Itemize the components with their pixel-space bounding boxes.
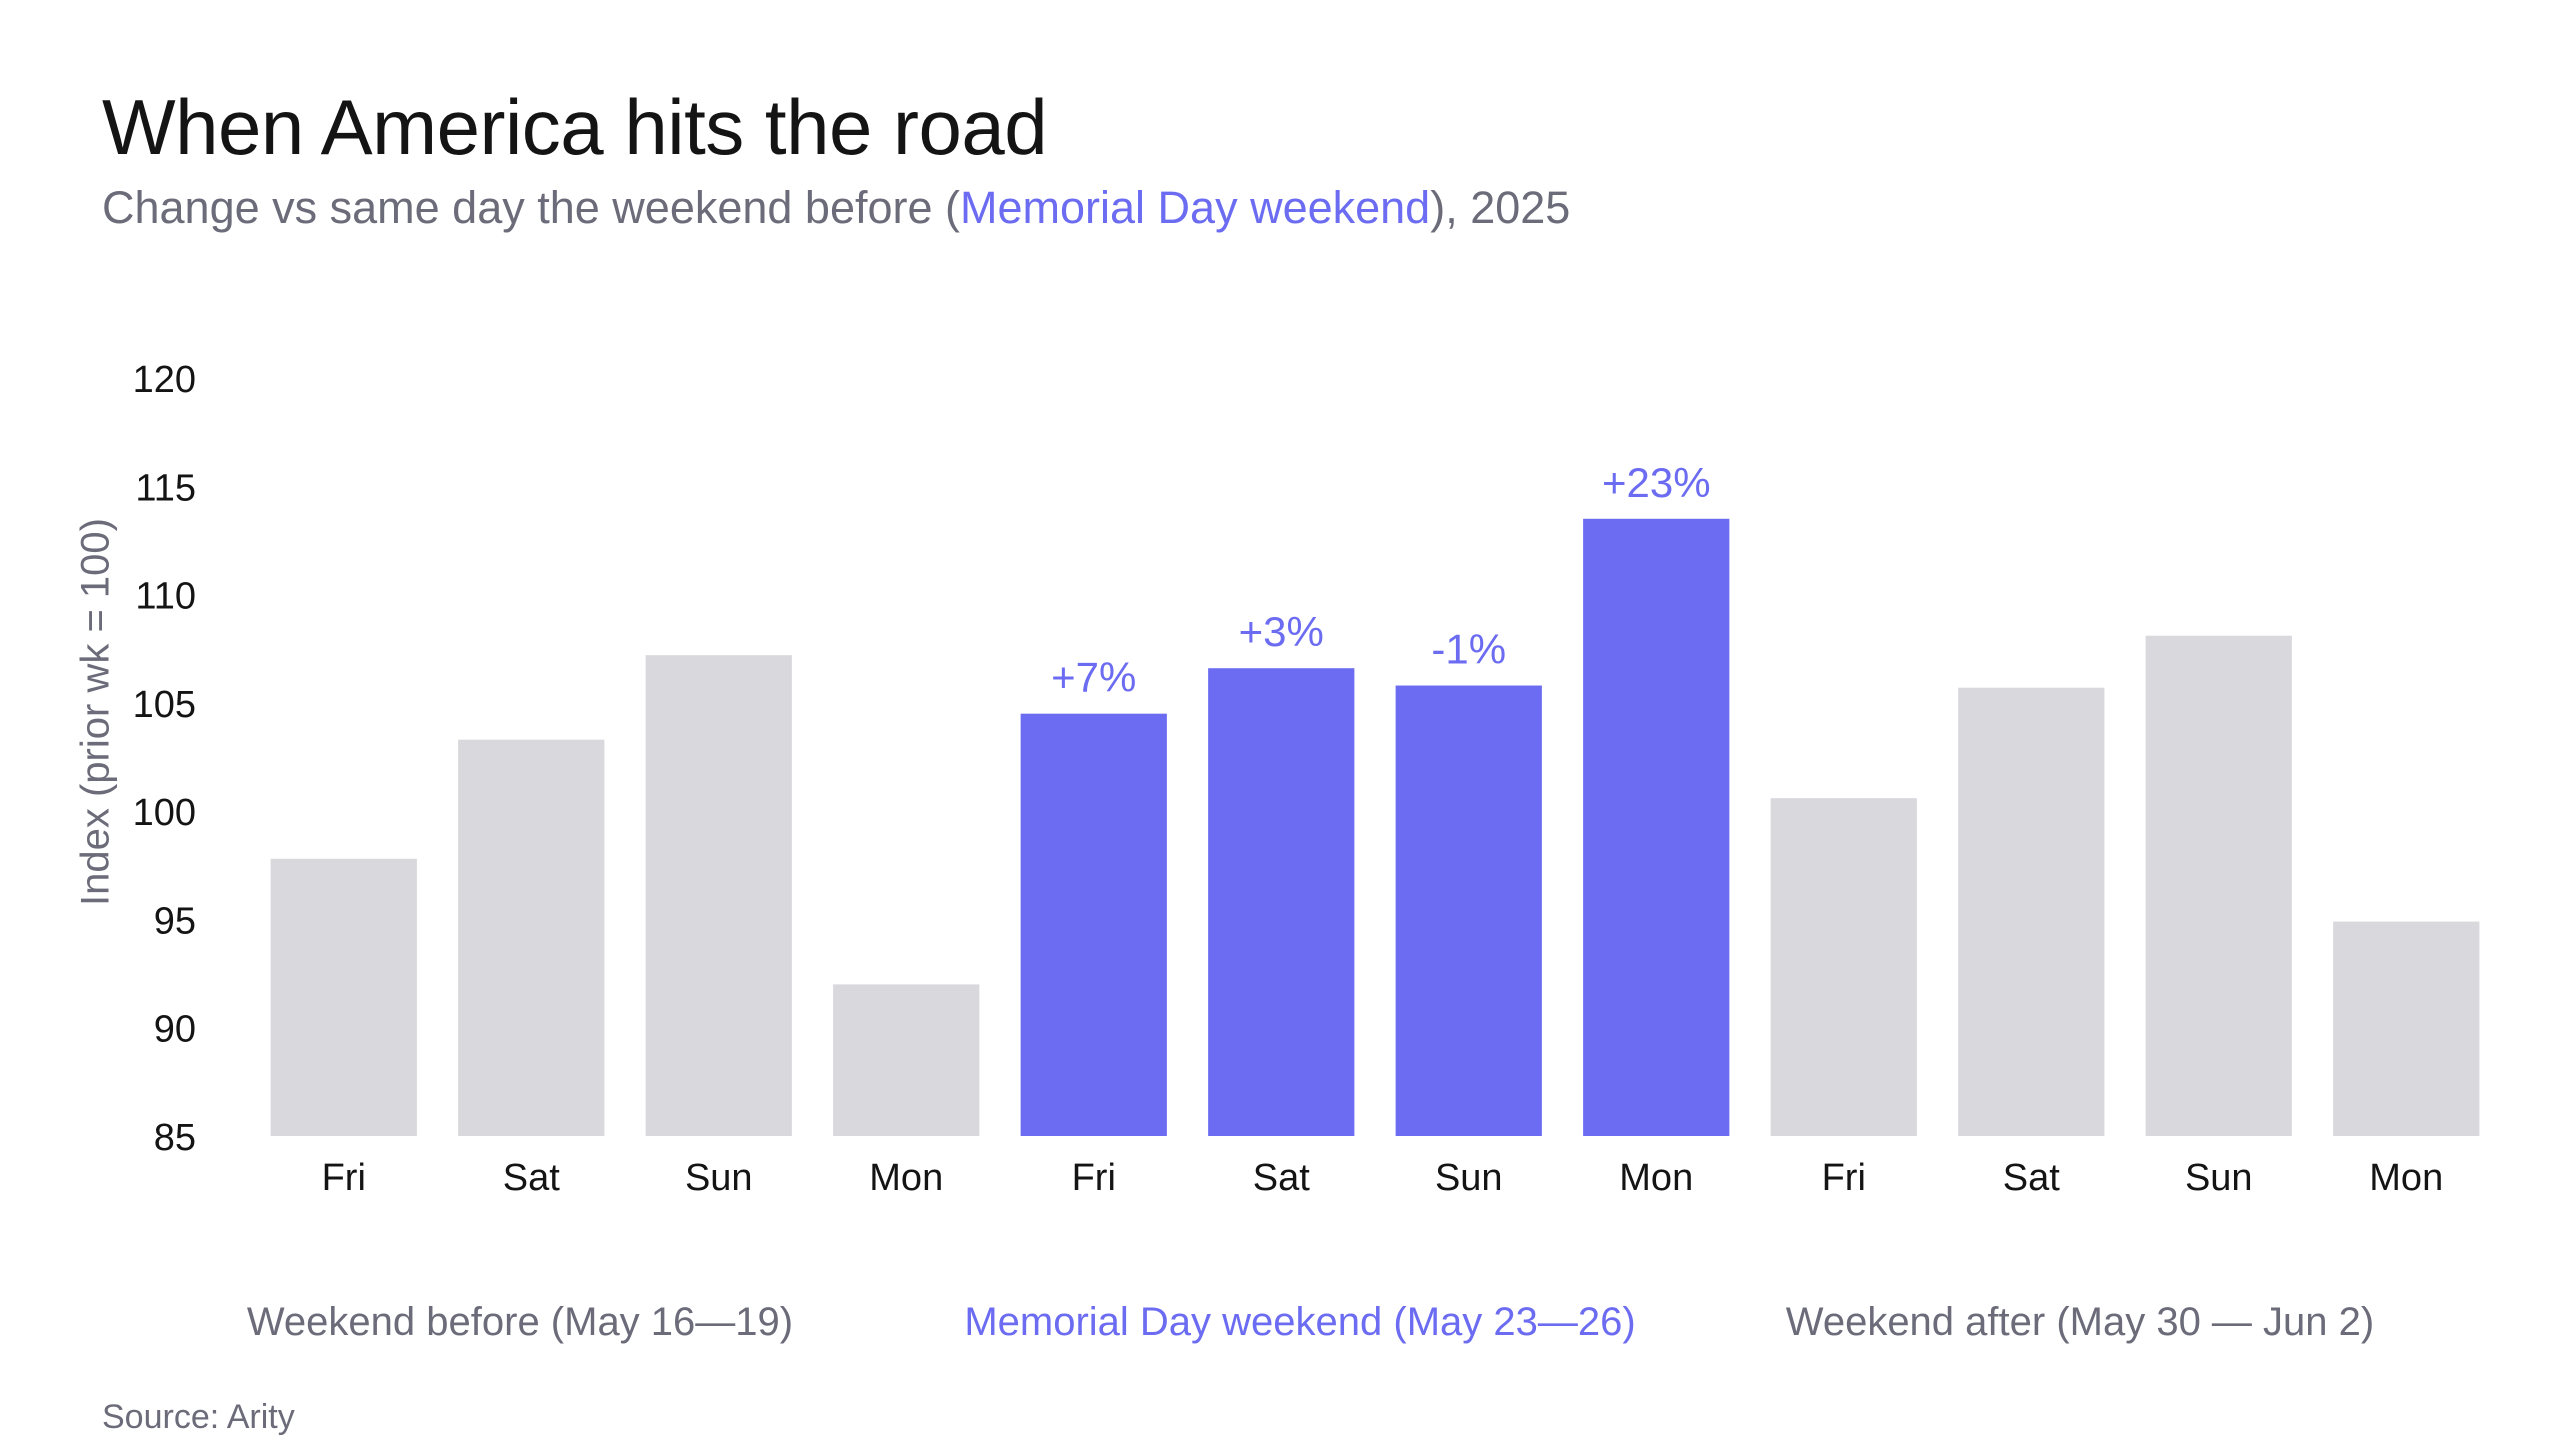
x-tick-label: Fri	[322, 1157, 366, 1199]
bar-11	[2333, 921, 2480, 1136]
y-tick-label: 100	[133, 792, 196, 834]
data-label: +3%	[1239, 608, 1324, 655]
subtitle-prefix: Change vs same day the weekend before (	[102, 182, 961, 233]
group-label-weekend-before: Weekend before (May 16—19)	[246, 1300, 794, 1344]
x-tick-label: Sat	[1253, 1157, 1310, 1199]
x-tick-label: Sun	[685, 1157, 753, 1199]
subtitle-suffix: ), 2025	[1430, 182, 1571, 233]
bar-0	[270, 858, 417, 1136]
bar-5	[1208, 668, 1355, 1136]
group-label-memorial-day: Memorial Day weekend (May 23—26)	[964, 1300, 1636, 1344]
bar-9	[1958, 687, 2105, 1136]
data-label: +23%	[1602, 459, 1711, 506]
x-tick-label: Sun	[1435, 1157, 1503, 1199]
y-tick-label: 120	[133, 359, 196, 401]
chart-subtitle: Change vs same day the weekend before (M…	[102, 182, 1570, 234]
bar-2	[645, 655, 792, 1136]
group-label-weekend-after: Weekend after (May 30 — Jun 2)	[1785, 1300, 2375, 1344]
y-tick-label: 95	[154, 900, 196, 942]
x-tick-label: Mon	[1619, 1157, 1693, 1199]
y-tick-label: 110	[135, 576, 196, 618]
x-tick-label: Fri	[1822, 1157, 1866, 1199]
chart-title: When America hits the road	[102, 83, 1048, 171]
subtitle-highlight: Memorial Day weekend	[960, 182, 1431, 233]
bar-1	[458, 739, 605, 1136]
y-tick-label: 105	[133, 684, 196, 726]
y-axis-label: Index (prior wk = 100)	[73, 518, 118, 906]
bar-7	[1583, 518, 1730, 1136]
y-tick-label: 85	[154, 1117, 196, 1159]
x-tick-label: Mon	[869, 1157, 943, 1199]
x-tick-label: Sat	[2003, 1157, 2060, 1199]
y-tick-label: 90	[154, 1009, 196, 1051]
x-tick-label: Fri	[1072, 1157, 1116, 1199]
x-tick-label: Sun	[2185, 1157, 2253, 1199]
bar-4	[1020, 713, 1167, 1136]
x-tick-label: Sat	[503, 1157, 560, 1199]
source-note: Source: Arity	[102, 1398, 295, 1436]
data-label: +7%	[1051, 654, 1136, 701]
x-tick-label: Mon	[2369, 1157, 2443, 1199]
y-tick-label: 115	[135, 467, 196, 509]
bar-10	[2145, 635, 2292, 1136]
bar-8	[1770, 798, 1917, 1136]
data-label: -1%	[1431, 626, 1506, 673]
bar-3	[833, 984, 980, 1136]
bar-6	[1395, 685, 1542, 1136]
